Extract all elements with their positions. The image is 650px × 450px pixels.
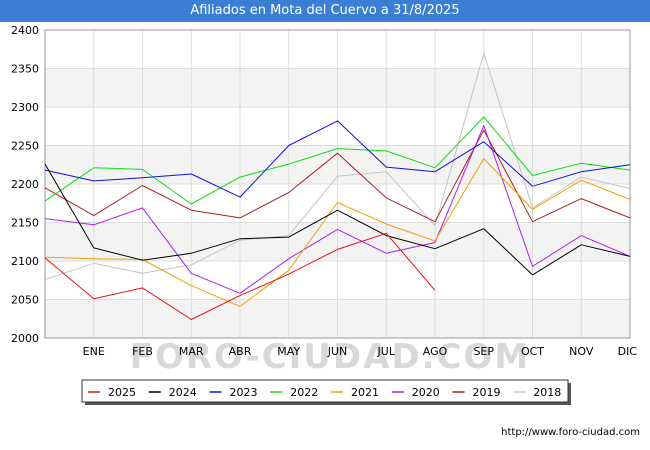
- series-line-2022: [44, 116, 631, 205]
- series-line-2023: [44, 120, 631, 198]
- legend-label-2018: 2018: [533, 386, 561, 399]
- x-tick-label: JUL: [377, 345, 396, 358]
- series-line-2025: [44, 232, 436, 320]
- legend-label-2025: 2025: [108, 386, 136, 399]
- x-tick-label: AGO: [423, 345, 448, 358]
- x-tick-label: MAR: [179, 345, 204, 358]
- x-tick-label: NOV: [569, 345, 594, 358]
- y-tick-label: 2200: [11, 178, 39, 191]
- series-line-2024: [44, 163, 631, 276]
- x-tick-label: ENE: [83, 345, 105, 358]
- y-axis-ticks: 2000 2050 2100 2150 2200 2250 2300 2350 2400: [11, 24, 39, 345]
- y-tick-label: 2300: [11, 101, 39, 114]
- y-tick-label: 2050: [11, 294, 39, 307]
- series-line-2020: [44, 125, 631, 294]
- x-tick-label: FEB: [132, 345, 153, 358]
- y-tick-label: 2250: [11, 140, 39, 153]
- legend-label-2019: 2019: [473, 386, 501, 399]
- y-tick-label: 2150: [11, 217, 39, 230]
- y-tick-label: 2000: [11, 332, 39, 345]
- legend-box: [81, 379, 569, 403]
- series-line-2018: [44, 52, 631, 280]
- legend: 2025 2024 2023 2022 2021 2020 2019 2018: [81, 379, 571, 405]
- x-tick-label: ABR: [229, 345, 252, 358]
- source-label: http://www.foro-ciudad.com: [501, 427, 640, 438]
- legend-label-2020: 2020: [412, 386, 440, 399]
- watermark-text: FORO-CIUDAD.COM: [130, 337, 531, 377]
- legend-label-2024: 2024: [169, 386, 197, 399]
- legend-label-2021: 2021: [351, 386, 379, 399]
- y-tick-label: 2350: [11, 63, 39, 76]
- chart-title: Afiliados en Mota del Cuervo a 31/8/2025: [0, 0, 650, 22]
- x-tick-label: DIC: [618, 345, 638, 358]
- legend-label-2023: 2023: [230, 386, 258, 399]
- y-tick-label: 2100: [11, 255, 39, 268]
- series-lines: [44, 52, 631, 320]
- x-tick-label: OCT: [521, 345, 544, 358]
- x-axis-ticks: ENE FEB MAR ABR MAY JUN JUL AGO SEP OCT NOV DIC: [83, 345, 638, 358]
- series-line-2021: [44, 158, 631, 307]
- y-tick-label: 2400: [11, 24, 39, 37]
- x-tick-label: JUN: [327, 345, 348, 358]
- x-tick-label: MAY: [277, 345, 300, 358]
- series-line-2019: [44, 129, 631, 223]
- legend-label-2022: 2022: [290, 386, 318, 399]
- x-tick-label: SEP: [473, 345, 494, 358]
- plot-frame: [44, 29, 631, 339]
